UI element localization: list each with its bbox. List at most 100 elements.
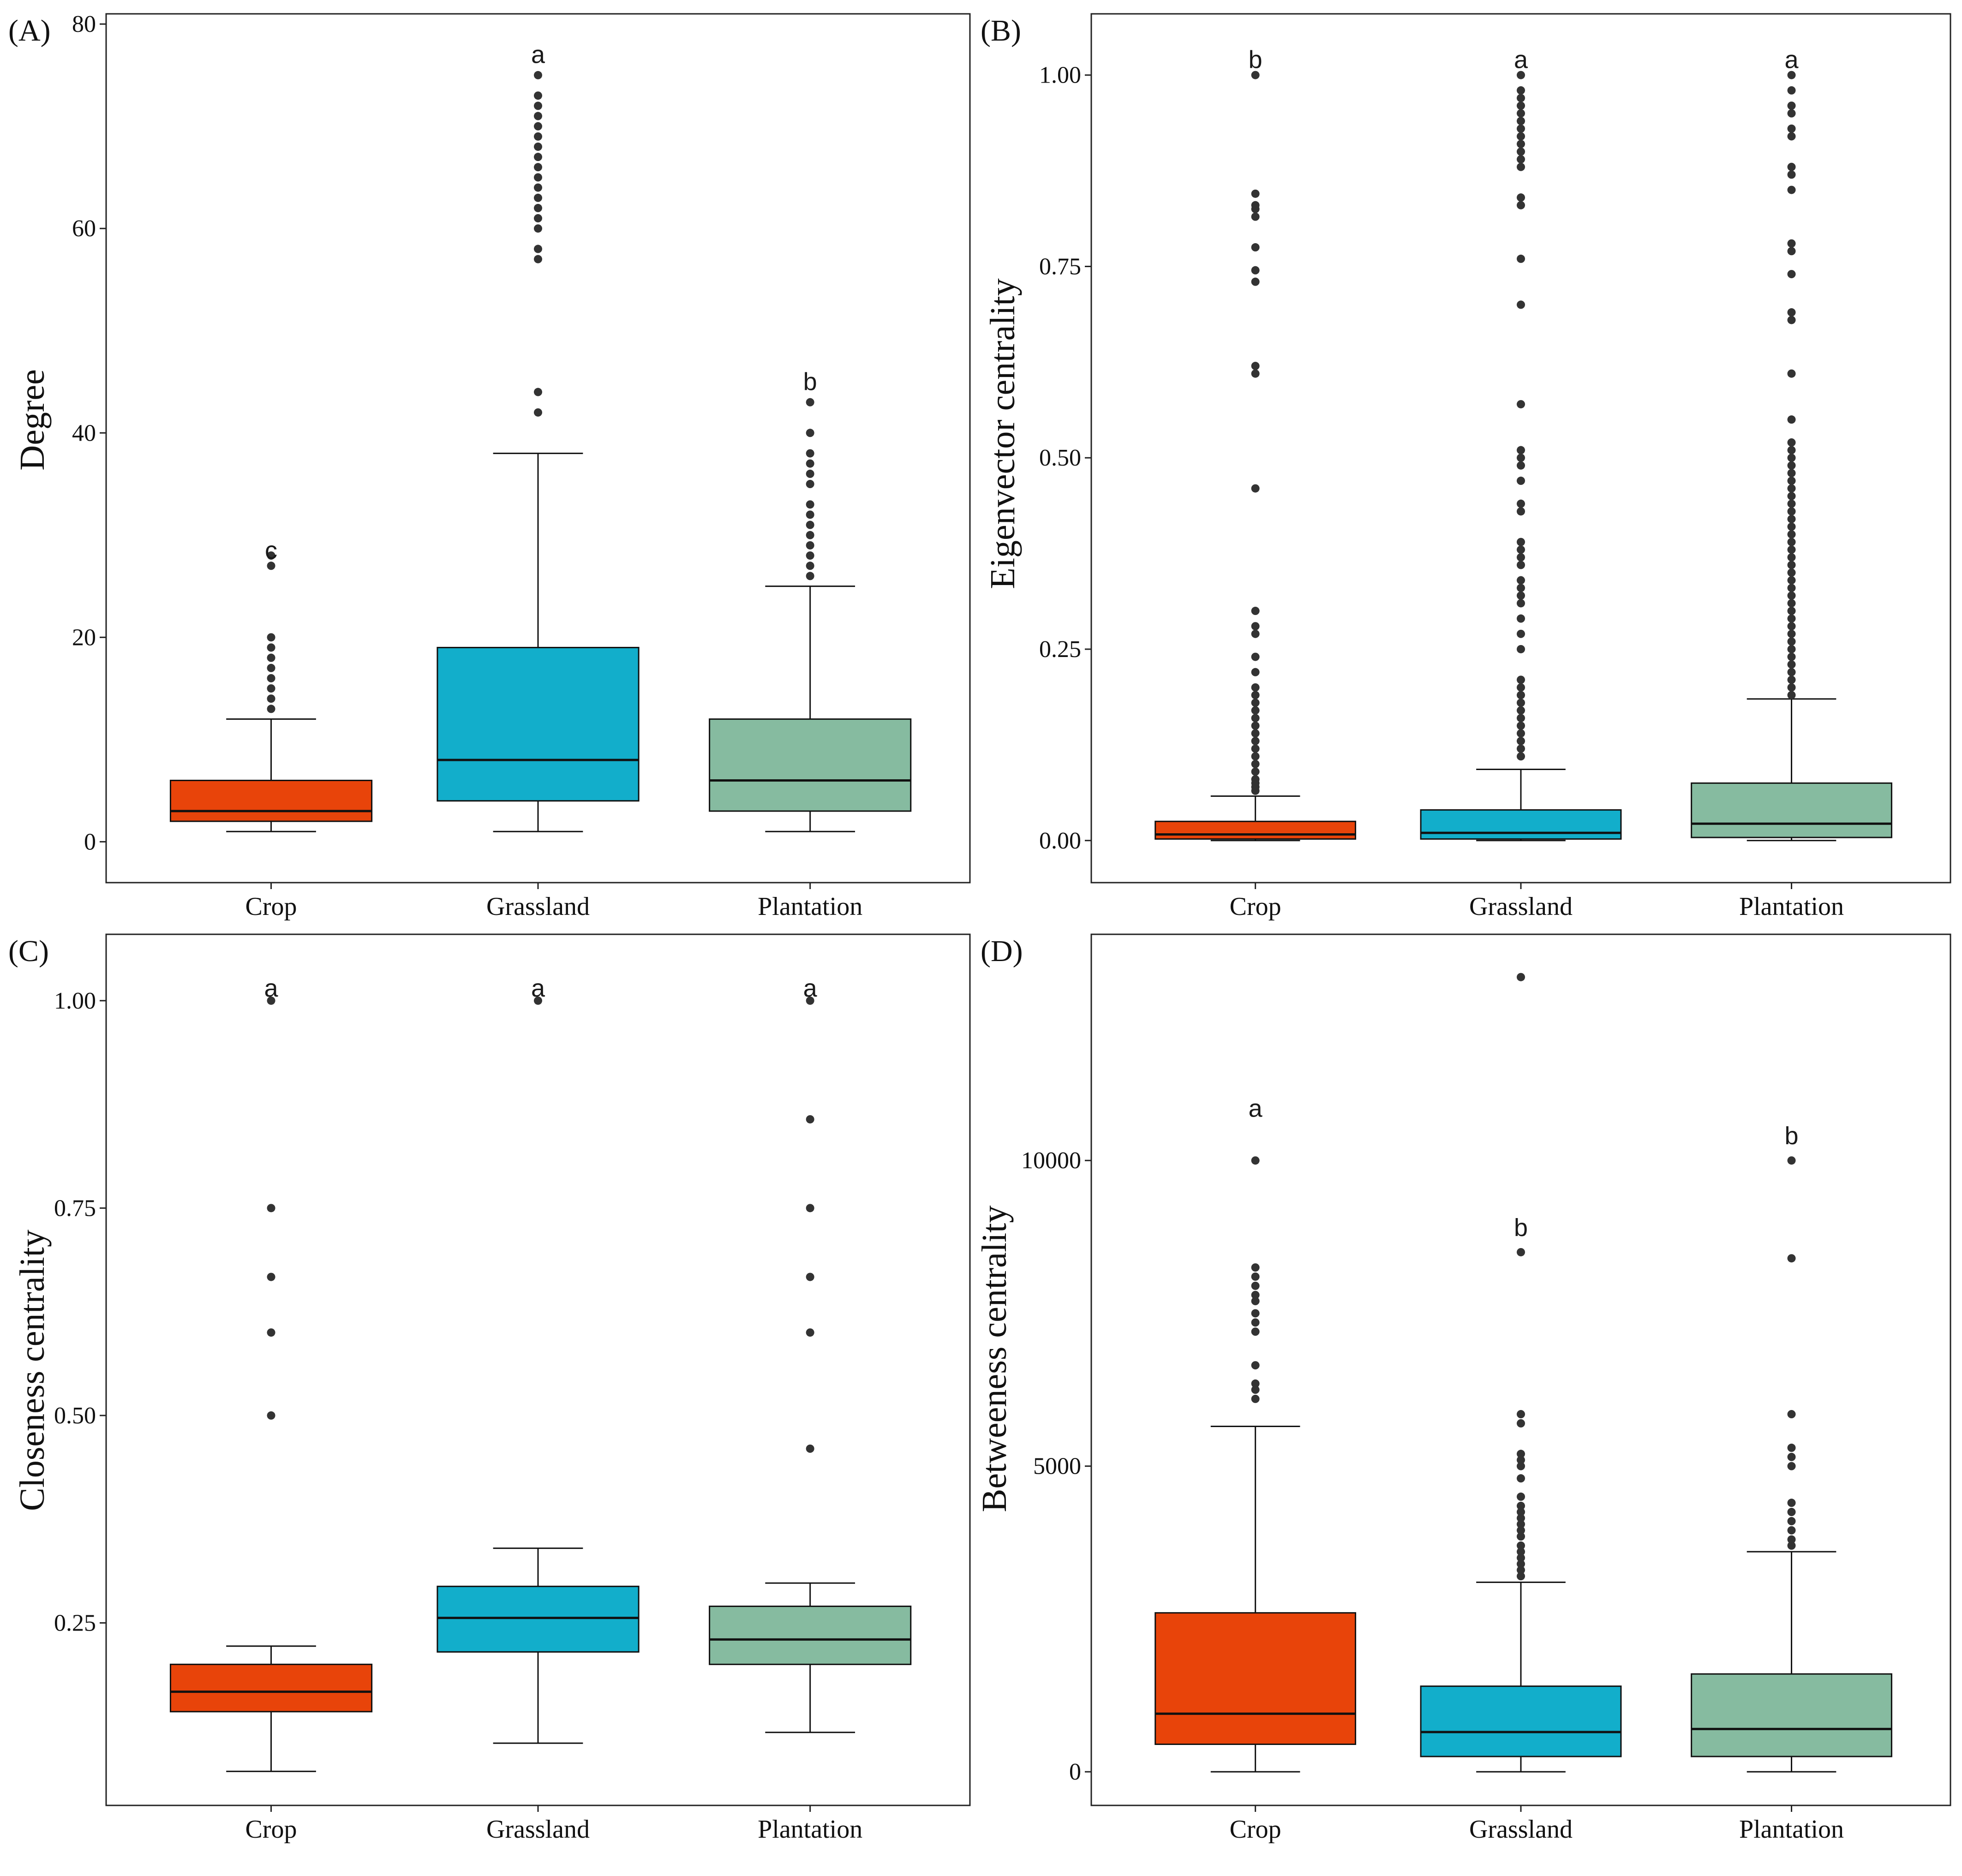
outlier-point-grassland [1517,400,1525,409]
outlier-point-grassland [1517,1456,1525,1464]
outlier-point-plantation [806,398,814,406]
outlier-point-plantation [806,459,814,468]
outlier-point-grassland [1517,1492,1525,1501]
outlier-point-grassland [1517,1450,1525,1458]
box-crop [1154,820,1357,840]
outlier-point-plantation [806,1273,814,1281]
outlier-point-grassland [1517,140,1525,149]
outlier-point-plantation [1787,170,1796,179]
outlier-point-crop [267,1204,275,1213]
outlier-point-grassland [1517,1514,1525,1523]
outlier-point-grassland [1517,1474,1525,1483]
outlier-point-crop [1251,1263,1260,1272]
outlier-point-grassland [1517,737,1525,746]
significance-letter-plantation: a [1785,46,1799,74]
outlier-point-plantation [1787,599,1796,608]
box-plantation [1691,1673,1892,1757]
significance-letter-plantation: b [803,368,817,396]
outlier-point-crop [1251,266,1260,275]
outlier-point-plantation [1787,576,1796,585]
plot-frame-c [105,933,971,1806]
outlier-point-grassland [534,388,542,396]
outlier-point-crop [267,996,275,1005]
outlier-point-plantation [1787,553,1796,562]
outlier-point-plantation [806,480,814,489]
outlier-point-grassland [1517,1508,1525,1517]
outlier-point-plantation [1787,545,1796,554]
plot-area-a: 0 20 40 60 80 Crop c Grassland a Plantation b [72,11,912,921]
outlier-point-grassland [1517,499,1525,508]
outlier-point-plantation [1787,477,1796,485]
outlier-point-grassland [1517,1565,1525,1574]
outlier-point-grassland [1517,675,1525,684]
outlier-point-grassland [534,102,542,110]
outlier-point-crop [1251,607,1260,615]
outlier-point-crop [1251,1327,1260,1336]
outlier-point-grassland [1517,102,1525,110]
outlier-point-plantation [1787,622,1796,631]
outlier-point-grassland [534,996,542,1005]
significance-letter-grassland: a [531,41,545,69]
significance-letter-plantation: a [803,974,818,1002]
outlier-point-grassland [1517,721,1525,730]
outlier-point-grassland [1517,576,1525,585]
outlier-point-crop [1251,767,1260,776]
outlier-point-plantation [1787,660,1796,669]
outlier-point-grassland [534,142,542,151]
outlier-point-grassland [1517,614,1525,623]
outlier-point-grassland [1517,132,1525,141]
outlier-point-grassland [1517,162,1525,171]
outlier-point-grassland [1517,706,1525,715]
outlier-point-plantation [806,449,814,458]
outlier-point-grassland [534,71,542,79]
outlier-point-crop [267,674,275,682]
outlier-point-crop [267,663,275,672]
y-axis-title-d: Betweeness centrality [975,1206,1014,1512]
outlier-point-grassland [1517,147,1525,156]
outlier-point-plantation [1787,316,1796,324]
outlier-point-crop [1251,706,1260,715]
outlier-point-grassland [1517,729,1525,738]
outlier-point-grassland [1517,591,1525,600]
outlier-point-crop [1251,201,1260,209]
outlier-point-grassland [1517,155,1525,164]
outlier-point-grassland [534,112,542,120]
outlier-point-grassland [1517,538,1525,546]
outlier-point-crop [267,694,275,703]
outlier-point-grassland [534,408,542,417]
outlier-point-grassland [1517,109,1525,118]
outlier-point-grassland [1517,744,1525,753]
y-tick-label-c: 0.75 [54,1195,96,1221]
outlier-point-crop [1251,484,1260,493]
outlier-point-plantation [806,429,814,437]
box-plantation [1691,782,1892,838]
outlier-point-plantation [1787,629,1796,638]
outlier-point-crop [1251,622,1260,631]
outlier-point-plantation [1787,584,1796,592]
outlier-point-grassland [534,163,542,172]
outlier-point-plantation [1787,492,1796,501]
outlier-point-plantation [1787,1499,1796,1507]
plot-frame-a [105,13,971,884]
outlier-point-crop [1251,1386,1260,1394]
outlier-point-grassland [1517,254,1525,263]
outlier-point-crop [1251,243,1260,252]
outlier-point-grassland [534,122,542,131]
y-tick-label-c: 1.00 [54,988,96,1014]
outlier-point-plantation [1787,185,1796,194]
significance-letter-grassland: a [1514,46,1528,74]
x-tick-label-grassland: Grassland [1469,1815,1573,1844]
outlier-point-grassland [1517,561,1525,569]
outlier-point-grassland [534,224,542,233]
outlier-point-crop [1251,744,1260,753]
outlier-point-crop [267,562,275,570]
panel-a: (A) Degree 0 20 40 60 80 Crop c Grassland a Plant… [8,11,971,921]
outlier-point-crop [267,684,275,693]
outlier-point-plantation [1787,438,1796,447]
outlier-point-grassland [1517,1248,1525,1256]
outlier-point-plantation [1787,1541,1796,1550]
outlier-point-crop [267,1273,275,1281]
panel-d: (D) Betweeness centrality 0 5000 10000 Crop… [975,933,1951,1844]
outlier-point-plantation [1787,1535,1796,1544]
outlier-point-plantation [1787,446,1796,454]
